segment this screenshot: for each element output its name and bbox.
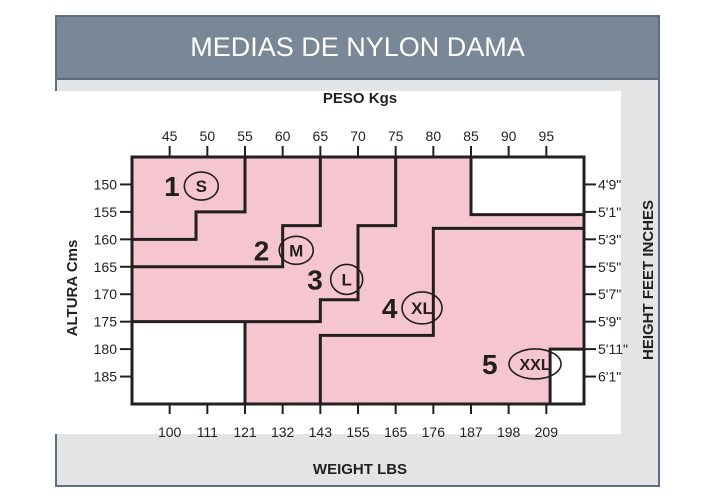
weight-lbs-tick-label: 187	[459, 424, 483, 440]
size-badge-outline	[278, 235, 315, 266]
weight-lbs-tick-label: 155	[346, 424, 370, 440]
weight-lbs-tick-label: 209	[535, 424, 559, 440]
size-badge-outline	[508, 348, 562, 380]
weight-kg-tick-label: 75	[388, 128, 404, 144]
weight-kg-tick-label: 85	[463, 128, 479, 144]
size-badge-outline	[183, 171, 220, 201]
height-cm-tick-label: 165	[94, 259, 118, 275]
size-badge-label: XL	[411, 299, 433, 318]
weight-lbs-tick-label: 176	[422, 424, 446, 440]
size-badge-outline	[401, 291, 443, 325]
weight-kg-tick-label: 90	[501, 128, 517, 144]
height-ft-tick-label: 5'11"	[598, 341, 628, 357]
size-number: 1	[164, 171, 180, 202]
height-ft-tick-label: 5'1"	[598, 204, 621, 220]
weight-kg-tick-label: 95	[539, 128, 555, 144]
weight-lbs-tick-label: 121	[233, 424, 257, 440]
empty-region-bottom-left	[132, 321, 245, 404]
empty-region-top-right	[471, 157, 584, 215]
size-number: 5	[482, 349, 498, 380]
weight-kg-tick-label: 80	[426, 128, 442, 144]
weight-kg-tick-label: 50	[200, 128, 216, 144]
height-cm-tick-label: 155	[94, 204, 118, 220]
left-axis-title: ALTURA Cms	[64, 240, 81, 337]
height-cm-tick-label: 160	[94, 231, 118, 247]
height-ft-tick-label: 5'9"	[598, 314, 621, 330]
height-cm-tick-label: 185	[94, 369, 118, 385]
chart-title: MEDIAS DE NYLON DAMA	[57, 17, 658, 80]
boundary-s-m	[132, 157, 247, 241]
size-number: 2	[254, 235, 270, 266]
height-ft-tick-label: 5'7"	[598, 286, 621, 302]
boundary-empty-bottom-right	[548, 347, 584, 404]
weight-lbs-tick-label: 132	[271, 424, 295, 440]
height-cm-tick-label: 170	[94, 286, 118, 302]
height-cm-tick-label: 175	[94, 314, 118, 330]
size-badge-label: XXL	[519, 357, 550, 374]
bottom-axis-title: WEIGHT LBS	[313, 461, 407, 478]
boundary-xl-xxl	[318, 226, 584, 404]
boundary-m-l	[132, 157, 322, 269]
weight-kg-tick-label: 65	[313, 128, 329, 144]
empty-region-bottom-right	[550, 349, 584, 404]
weight-kg-tick-label: 55	[237, 128, 253, 144]
top-axis-title: PESO Kgs	[323, 90, 397, 107]
size-badge-outline	[329, 263, 364, 296]
weight-kg-tick-label: 70	[350, 128, 366, 144]
tick-layer	[120, 146, 596, 414]
weight-lbs-tick-label: 111	[197, 424, 218, 440]
boundary-l-xl	[132, 157, 398, 324]
weight-lbs-tick-label: 165	[384, 424, 408, 440]
height-ft-tick-label: 5'3"	[598, 231, 621, 247]
height-ft-tick-label: 5'5"	[598, 259, 621, 275]
size-badge-label: M	[289, 241, 303, 260]
height-ft-tick-label: 6'1"	[598, 369, 621, 385]
weight-lbs-tick-label: 198	[497, 424, 521, 440]
right-axis-title: HEIGHT FEET INCHES	[640, 200, 657, 360]
size-number: 4	[382, 293, 398, 324]
size-number: 3	[307, 264, 323, 295]
height-cm-tick-label: 150	[94, 176, 118, 192]
weight-kg-tick-label: 60	[275, 128, 291, 144]
boundary-empty-top-right	[469, 157, 584, 217]
size-badge-label: S	[196, 177, 207, 196]
weight-lbs-tick-label: 100	[158, 424, 182, 440]
weight-kg-tick-label: 45	[162, 128, 178, 144]
height-cm-tick-label: 180	[94, 341, 118, 357]
height-ft-tick-label: 4'9"	[598, 176, 621, 192]
weight-lbs-tick-label: 143	[309, 424, 333, 440]
size-badge-label: L	[342, 270, 352, 289]
